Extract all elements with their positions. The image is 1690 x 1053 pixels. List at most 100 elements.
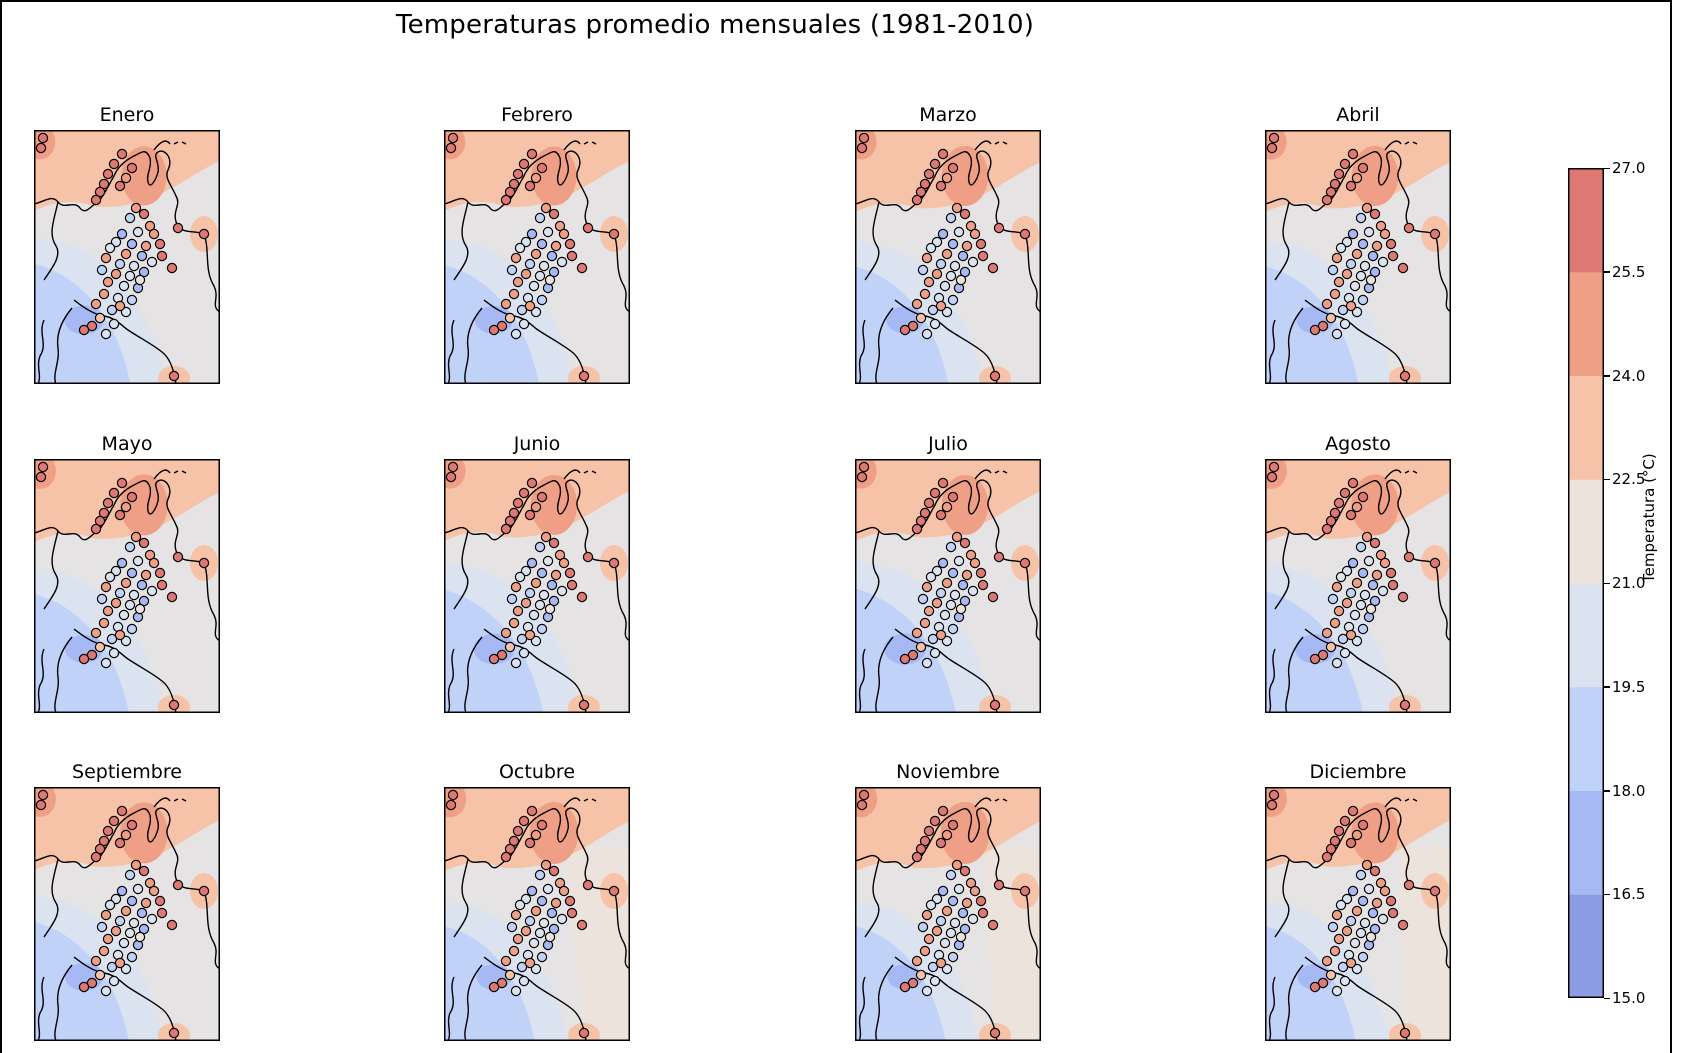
station-marker <box>1397 262 1409 274</box>
station-marker <box>919 507 931 519</box>
station-marker <box>1331 657 1343 669</box>
station-marker <box>965 877 977 889</box>
station-marker <box>989 370 1001 382</box>
map-boundary-line <box>1434 233 1451 313</box>
station-marker <box>1337 633 1349 645</box>
station-marker <box>102 168 114 180</box>
station-marker <box>144 220 156 232</box>
station-marker <box>1341 925 1353 937</box>
station-marker <box>1266 799 1278 811</box>
station-marker <box>540 531 552 543</box>
station-marker <box>500 851 512 863</box>
station-marker <box>530 635 542 647</box>
station-marker <box>100 581 112 593</box>
station-marker <box>1357 819 1369 831</box>
station-marker <box>554 549 566 561</box>
map-boundary-line <box>1265 150 1436 235</box>
station-marker <box>1331 252 1343 264</box>
station-marker <box>558 885 570 897</box>
station-marker <box>447 132 459 144</box>
map-boundary-line <box>1285 964 1304 1041</box>
station-marker <box>935 180 947 192</box>
station-marker <box>524 587 536 599</box>
station-marker <box>98 507 110 519</box>
station-marker <box>1339 815 1351 827</box>
station-marker <box>134 931 146 943</box>
station-marker <box>558 557 570 569</box>
station-marker <box>1335 571 1347 583</box>
station-marker <box>941 963 953 975</box>
station-marker <box>524 180 536 192</box>
warm-region-east <box>1399 847 1451 1041</box>
colorbar-segment <box>1568 479 1604 584</box>
station-marker <box>931 893 943 905</box>
station-marker <box>858 461 870 473</box>
station-marker <box>566 579 578 591</box>
map-boundary-line <box>864 858 880 938</box>
station-marker <box>140 240 152 252</box>
station-marker <box>130 859 142 871</box>
map-boundary-line <box>563 797 597 808</box>
station-marker <box>526 805 538 817</box>
station-marker <box>929 158 941 170</box>
colorbar <box>1568 168 1604 998</box>
station-marker <box>1309 324 1321 336</box>
station-marker <box>915 641 927 653</box>
station-marker <box>102 825 114 837</box>
station-marker <box>957 579 969 591</box>
station-marker <box>1331 985 1343 997</box>
station-marker <box>856 142 868 154</box>
map-boundary-line <box>483 628 587 713</box>
station-marker <box>935 509 947 521</box>
station-marker <box>987 591 999 603</box>
map-boundary-line <box>1274 530 1290 610</box>
station-marker <box>1365 274 1377 286</box>
station-marker <box>951 859 963 871</box>
station-marker <box>919 945 931 957</box>
station-marker <box>94 515 106 527</box>
station-marker <box>114 300 126 312</box>
station-marker <box>921 328 933 340</box>
station-marker <box>1399 370 1411 382</box>
station-marker <box>512 168 524 180</box>
station-marker <box>144 877 156 889</box>
map-boundary-line <box>858 976 866 1041</box>
station-marker <box>114 629 126 641</box>
station-marker <box>1266 471 1278 483</box>
station-marker <box>967 256 979 268</box>
station-marker <box>959 537 971 549</box>
station-marker <box>1329 945 1341 957</box>
map-boundary-line <box>563 140 597 151</box>
station-marker <box>154 895 166 907</box>
map-boundary-line <box>447 976 455 1041</box>
station-marker <box>1385 567 1397 579</box>
station-marker <box>1367 579 1379 591</box>
station-marker <box>120 905 132 917</box>
station-marker <box>959 865 971 877</box>
station-marker <box>445 142 457 154</box>
station-marker <box>108 318 120 330</box>
station-marker <box>955 931 967 943</box>
warm-core-north <box>531 146 577 206</box>
colorbar-tick-label: 25.5 <box>1612 262 1646 281</box>
station-marker <box>118 609 130 621</box>
station-marker <box>108 815 120 827</box>
station-marker <box>534 270 546 282</box>
station-marker <box>1345 258 1357 270</box>
station-marker <box>536 491 548 503</box>
station-marker <box>1321 851 1333 863</box>
station-marker <box>1351 635 1363 647</box>
station-marker <box>1349 937 1361 949</box>
station-marker <box>528 937 540 949</box>
station-marker <box>953 883 965 895</box>
colorbar-tick-mark <box>1604 478 1610 481</box>
station-marker <box>923 497 935 509</box>
station-marker <box>526 557 538 569</box>
station-marker <box>576 262 588 274</box>
station-marker <box>1367 250 1379 262</box>
station-marker <box>94 312 106 324</box>
station-marker <box>1361 531 1373 543</box>
station-marker <box>106 633 118 645</box>
warm-core-north <box>941 475 989 535</box>
station-marker <box>1345 837 1357 849</box>
